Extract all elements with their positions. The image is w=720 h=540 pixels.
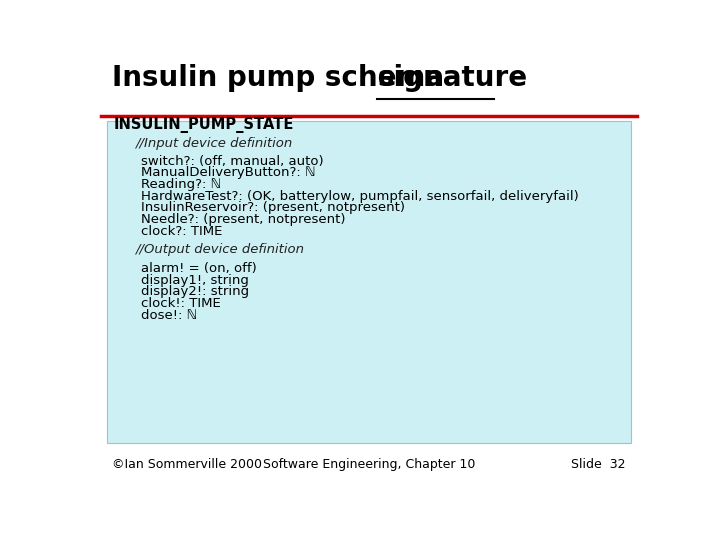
Text: dose!: ℕ: dose!: ℕ xyxy=(141,309,197,322)
Text: ManualDeliveryButton?: ℕ: ManualDeliveryButton?: ℕ xyxy=(141,166,316,179)
Text: clock?: TIME: clock?: TIME xyxy=(141,225,222,238)
Text: switch?: (off, manual, auto): switch?: (off, manual, auto) xyxy=(141,155,324,168)
Text: Reading?: ℕ: Reading?: ℕ xyxy=(141,178,222,191)
Text: Needle?: (present, notpresent): Needle?: (present, notpresent) xyxy=(141,213,346,226)
FancyBboxPatch shape xyxy=(107,121,631,443)
Text: clock!: TIME: clock!: TIME xyxy=(141,297,221,310)
Text: INSULIN_PUMP_STATE: INSULIN_PUMP_STATE xyxy=(114,117,294,133)
Text: InsulinReservoir?: (present, notpresent): InsulinReservoir?: (present, notpresent) xyxy=(141,201,405,214)
Text: alarm! = (on, off): alarm! = (on, off) xyxy=(141,262,257,275)
Text: //Input device definition: //Input device definition xyxy=(136,137,293,150)
Text: Insulin pump schema: Insulin pump schema xyxy=(112,64,454,92)
Text: display2!: string: display2!: string xyxy=(141,285,249,298)
Text: HardwareTest?: (OK, batterylow, pumpfail, sensorfail, deliveryfail): HardwareTest?: (OK, batterylow, pumpfail… xyxy=(141,190,579,202)
Text: //Output device definition: //Output device definition xyxy=(136,244,305,256)
Text: display1!, string: display1!, string xyxy=(141,274,249,287)
Text: Slide  32: Slide 32 xyxy=(571,458,626,471)
Text: ©Ian Sommerville 2000: ©Ian Sommerville 2000 xyxy=(112,458,262,471)
Text: signature: signature xyxy=(377,64,527,92)
Text: Software Engineering, Chapter 10: Software Engineering, Chapter 10 xyxy=(263,458,475,471)
